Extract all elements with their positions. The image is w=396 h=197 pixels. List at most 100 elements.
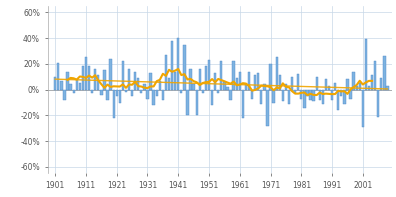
Bar — [147, 90, 148, 99]
Bar — [269, 64, 272, 90]
Bar — [72, 90, 75, 94]
Bar — [374, 61, 376, 90]
Bar — [288, 90, 290, 104]
Bar — [180, 90, 183, 94]
Bar — [254, 75, 256, 90]
Bar — [272, 90, 275, 102]
Bar — [214, 73, 216, 90]
Bar — [97, 75, 99, 90]
Bar — [263, 85, 266, 90]
Bar — [128, 69, 130, 90]
Bar — [177, 38, 179, 90]
Bar — [171, 41, 173, 90]
Bar — [67, 72, 69, 90]
Bar — [196, 90, 198, 115]
Bar — [217, 90, 219, 94]
Bar — [60, 81, 63, 90]
Bar — [371, 75, 373, 90]
Bar — [152, 90, 155, 105]
Bar — [140, 90, 143, 94]
Bar — [309, 90, 312, 100]
Bar — [386, 86, 388, 90]
Bar — [383, 56, 385, 90]
Bar — [380, 78, 383, 90]
Bar — [257, 73, 259, 90]
Bar — [134, 72, 136, 90]
Bar — [322, 90, 324, 104]
Bar — [337, 90, 339, 110]
Bar — [248, 72, 250, 90]
Bar — [183, 45, 186, 90]
Bar — [251, 90, 253, 99]
Bar — [119, 90, 121, 102]
Bar — [103, 70, 106, 90]
Bar — [359, 83, 361, 90]
Bar — [232, 61, 235, 90]
Bar — [149, 73, 152, 90]
Bar — [208, 60, 210, 90]
Bar — [168, 78, 170, 90]
Bar — [109, 59, 112, 90]
Bar — [328, 86, 330, 90]
Bar — [112, 90, 115, 118]
Bar — [312, 90, 315, 101]
Bar — [377, 90, 379, 117]
Bar — [282, 90, 284, 101]
Bar — [162, 90, 164, 100]
Bar — [346, 79, 348, 90]
Bar — [294, 90, 296, 94]
Bar — [242, 90, 244, 118]
Bar — [334, 83, 336, 90]
Bar — [303, 90, 306, 108]
Bar — [54, 77, 56, 90]
Bar — [260, 90, 263, 104]
Bar — [57, 63, 59, 90]
Bar — [220, 61, 223, 90]
Bar — [100, 90, 103, 95]
Bar — [343, 90, 346, 104]
Bar — [165, 55, 167, 90]
Bar — [116, 90, 118, 96]
Bar — [192, 85, 195, 90]
Bar — [107, 90, 109, 100]
Bar — [239, 72, 241, 90]
Bar — [285, 85, 287, 90]
Bar — [211, 90, 213, 105]
Bar — [223, 82, 226, 90]
Bar — [63, 90, 66, 100]
Bar — [331, 90, 333, 100]
Bar — [266, 90, 268, 126]
Bar — [356, 86, 358, 90]
Bar — [202, 90, 204, 94]
Bar — [137, 78, 139, 90]
Bar — [245, 85, 247, 90]
Bar — [91, 90, 93, 94]
Bar — [125, 90, 127, 92]
Bar — [229, 90, 232, 100]
Bar — [365, 39, 367, 90]
Bar — [131, 90, 133, 96]
Bar — [143, 85, 146, 90]
Bar — [279, 75, 281, 90]
Bar — [187, 90, 188, 115]
Bar — [189, 69, 192, 90]
Bar — [306, 90, 308, 96]
Bar — [227, 87, 228, 90]
Bar — [88, 66, 90, 90]
Bar — [276, 58, 278, 90]
Bar — [174, 72, 176, 90]
Bar — [85, 58, 87, 90]
Bar — [291, 77, 293, 90]
Bar — [236, 78, 238, 90]
Bar — [352, 72, 355, 90]
Bar — [199, 69, 201, 90]
Bar — [362, 90, 364, 127]
Bar — [76, 79, 78, 90]
Bar — [325, 79, 327, 90]
Bar — [69, 85, 72, 90]
Bar — [349, 90, 352, 99]
Bar — [82, 66, 84, 90]
Bar — [79, 83, 81, 90]
Bar — [156, 90, 158, 96]
Bar — [340, 90, 343, 96]
